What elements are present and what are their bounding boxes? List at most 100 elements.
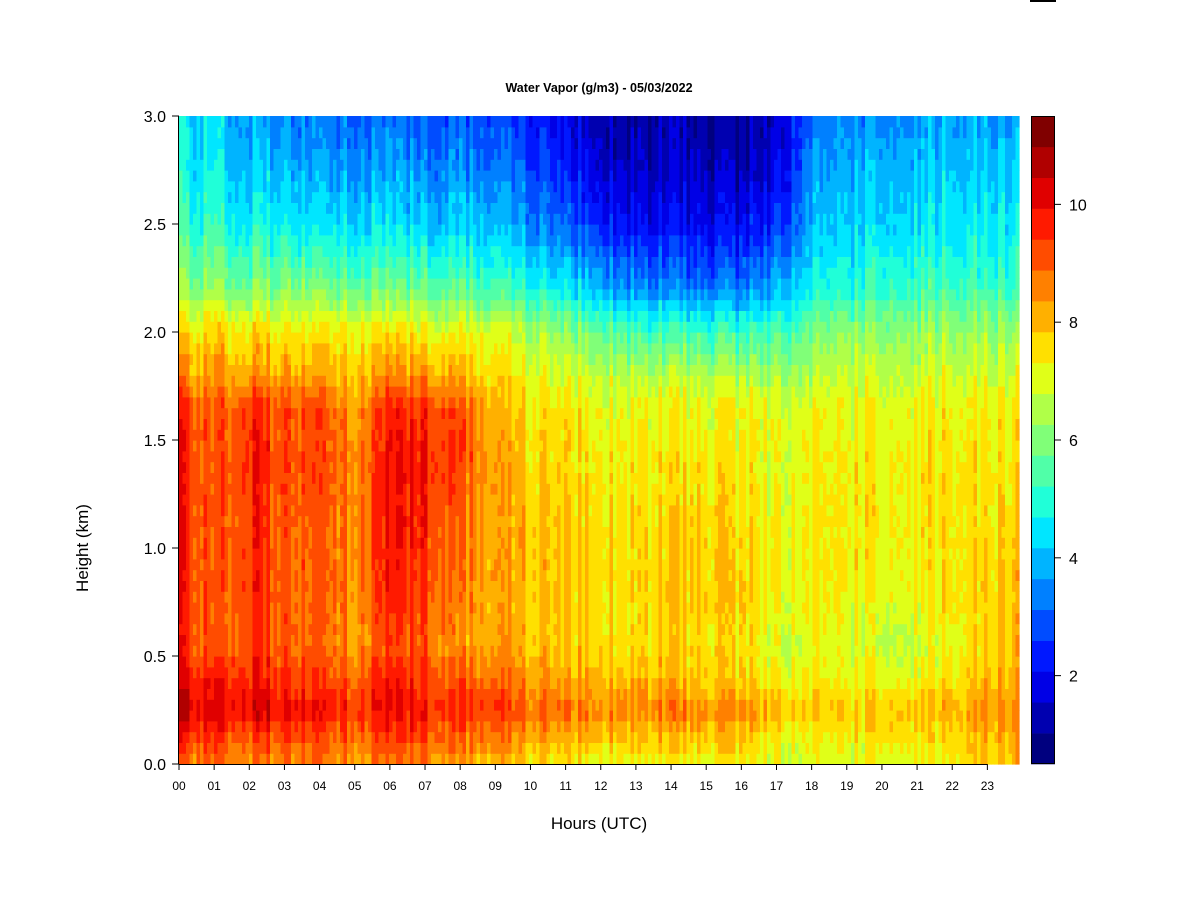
heatmap-cell [294,558,299,571]
heatmap-cell [235,666,240,679]
heatmap-cell [224,418,229,430]
heatmap-cell [256,472,261,484]
heatmap-cell [319,666,324,679]
heatmap-cell [210,656,215,668]
heatmap-cell [231,720,236,733]
heatmap-cell [203,137,208,149]
heatmap-cell [403,148,408,160]
heatmap-cell [364,742,369,754]
heatmap-cell [294,234,299,247]
heatmap-cell [242,645,247,657]
heatmap-cell [455,612,460,625]
heatmap-cell [238,634,243,646]
heatmap-cell [462,753,467,765]
heatmap-cell [427,494,432,506]
heatmap-cell [378,742,383,754]
heatmap-cell [417,137,422,149]
heatmap-cell [438,742,443,754]
heatmap-cell [312,623,317,635]
heatmap-cell [203,213,208,225]
heatmap-cell [385,180,390,193]
heatmap-cell [392,386,397,398]
heatmap-cell [399,494,404,506]
heatmap-cell [406,623,411,635]
heatmap-cell [256,569,261,581]
heatmap-cell [326,504,331,517]
heatmap-cell [217,602,222,614]
heatmap-cell [270,504,275,517]
heatmap-cell [193,429,198,441]
heatmap-cell [406,666,411,679]
heatmap-cell [385,267,390,279]
heatmap-cell [193,148,198,160]
heatmap-cell [291,396,296,409]
heatmap-cell [193,558,198,571]
heatmap-cell [347,396,352,409]
heatmap-cell [333,126,338,139]
heatmap-cell [252,666,257,679]
heatmap-cell [196,386,201,398]
heatmap-cell [287,202,292,214]
heatmap-cell [375,180,380,193]
heatmap-cell [427,699,432,711]
heatmap-cell [417,526,422,538]
heatmap-cell [228,137,233,149]
heatmap-cell [410,310,415,322]
heatmap-cell [375,256,380,268]
heatmap-cell [445,677,450,689]
heatmap-cell [210,213,215,225]
heatmap-cell [298,548,303,560]
heatmap-cell [448,310,453,322]
heatmap-cell [210,159,215,171]
heatmap-cell [189,288,194,301]
heatmap-cell [301,472,306,484]
heatmap-cell [368,364,373,376]
heatmap-cell [378,353,383,365]
heatmap-cell [438,375,443,387]
heatmap-cell [361,612,366,625]
heatmap-cell [319,245,324,257]
heatmap-cell [245,332,250,344]
heatmap-cell [270,256,275,268]
heatmap-cell [221,688,226,700]
heatmap-cell [210,418,215,430]
heatmap-cell [371,677,376,689]
heatmap-cell [354,688,359,700]
heatmap-cell [224,267,229,279]
heatmap-cell [413,720,418,733]
heatmap-cell [371,537,376,549]
heatmap-cell [336,353,341,365]
heatmap-cell [186,159,191,171]
heatmap-cell [214,720,219,733]
heatmap-cell [273,656,278,668]
heatmap-cell [284,353,289,365]
heatmap-cell [396,418,401,430]
heatmap-cell [319,569,324,581]
heatmap-cell [329,494,334,506]
heatmap-cell [371,699,376,711]
heatmap-cell [378,278,383,290]
heatmap-cell [319,288,324,301]
heatmap-cell [448,202,453,214]
heatmap-cell [315,332,320,344]
heatmap-cell [277,429,282,441]
heatmap-cell [238,234,243,247]
heatmap-cell [312,288,317,301]
heatmap-cell [284,224,289,236]
heatmap-cell [399,202,404,214]
heatmap-cell [308,213,313,225]
heatmap-cell [466,310,471,322]
heatmap-cell [245,742,250,754]
heatmap-cell [203,472,208,484]
heatmap-cell [392,396,397,409]
heatmap-cell [308,310,313,322]
heatmap-cell [322,418,327,430]
heatmap-cell [361,494,366,506]
heatmap-cell [221,504,226,517]
heatmap-cell [378,537,383,549]
heatmap-cell [420,504,425,517]
heatmap-cell [445,364,450,376]
heatmap-cell [256,666,261,679]
heatmap-cell [277,602,282,614]
heatmap-cell [448,666,453,679]
